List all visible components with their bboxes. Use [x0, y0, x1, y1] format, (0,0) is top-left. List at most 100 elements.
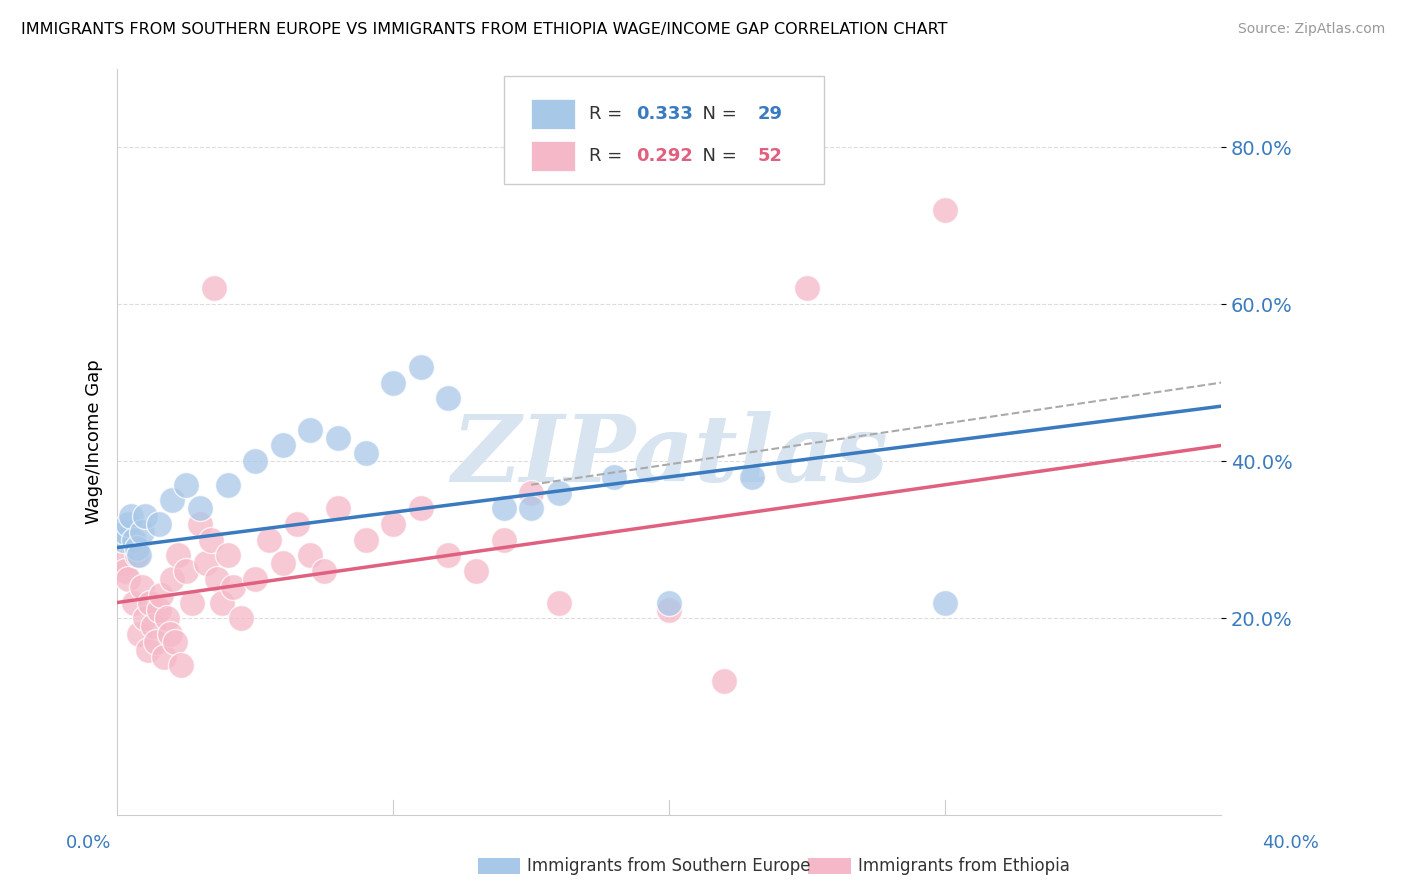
- Point: [382, 516, 405, 531]
- Point: [159, 627, 181, 641]
- Point: [128, 627, 150, 641]
- Point: [150, 588, 173, 602]
- Point: [167, 549, 190, 563]
- Text: 40.0%: 40.0%: [1263, 834, 1319, 852]
- Point: [153, 650, 176, 665]
- Point: [437, 549, 460, 563]
- Point: [188, 516, 211, 531]
- Point: [148, 516, 170, 531]
- Text: Immigrants from Ethiopia: Immigrants from Ethiopia: [858, 857, 1070, 875]
- Point: [131, 524, 153, 539]
- Point: [934, 202, 956, 217]
- Point: [156, 611, 179, 625]
- Point: [326, 431, 349, 445]
- Text: Immigrants from Southern Europe: Immigrants from Southern Europe: [527, 857, 811, 875]
- Point: [136, 642, 159, 657]
- Text: N =: N =: [692, 147, 742, 165]
- Point: [162, 572, 184, 586]
- Point: [382, 376, 405, 390]
- Point: [169, 658, 191, 673]
- Text: R =: R =: [589, 105, 627, 123]
- Point: [145, 634, 167, 648]
- Point: [200, 533, 222, 547]
- Point: [174, 564, 197, 578]
- Point: [314, 564, 336, 578]
- Point: [520, 501, 543, 516]
- Point: [326, 501, 349, 516]
- Point: [114, 564, 136, 578]
- Point: [194, 556, 217, 570]
- Point: [148, 603, 170, 617]
- Text: IMMIGRANTS FROM SOUTHERN EUROPE VS IMMIGRANTS FROM ETHIOPIA WAGE/INCOME GAP CORR: IMMIGRANTS FROM SOUTHERN EUROPE VS IMMIG…: [21, 22, 948, 37]
- Point: [741, 470, 763, 484]
- Text: 29: 29: [758, 105, 783, 123]
- Point: [134, 509, 156, 524]
- Point: [180, 595, 202, 609]
- Point: [120, 509, 142, 524]
- Point: [603, 470, 626, 484]
- Point: [243, 572, 266, 586]
- Text: 0.292: 0.292: [636, 147, 693, 165]
- Text: Source: ZipAtlas.com: Source: ZipAtlas.com: [1237, 22, 1385, 37]
- Text: 0.333: 0.333: [636, 105, 693, 123]
- Point: [122, 595, 145, 609]
- Point: [122, 533, 145, 547]
- Y-axis label: Wage/Income Gap: Wage/Income Gap: [86, 359, 103, 524]
- Point: [111, 556, 134, 570]
- Point: [299, 549, 322, 563]
- Point: [437, 392, 460, 406]
- Point: [117, 516, 139, 531]
- Point: [257, 533, 280, 547]
- Point: [409, 501, 432, 516]
- Point: [142, 619, 165, 633]
- Point: [205, 572, 228, 586]
- Point: [465, 564, 488, 578]
- Point: [165, 634, 187, 648]
- Point: [409, 359, 432, 374]
- Point: [125, 549, 148, 563]
- FancyBboxPatch shape: [531, 141, 575, 171]
- Point: [658, 603, 681, 617]
- Point: [285, 516, 308, 531]
- Point: [354, 533, 377, 547]
- Point: [520, 485, 543, 500]
- Point: [547, 595, 569, 609]
- Point: [658, 595, 681, 609]
- Point: [117, 572, 139, 586]
- FancyBboxPatch shape: [503, 76, 824, 184]
- Point: [713, 674, 735, 689]
- Point: [271, 556, 294, 570]
- Point: [231, 611, 253, 625]
- Point: [243, 454, 266, 468]
- Point: [299, 423, 322, 437]
- Point: [120, 533, 142, 547]
- Text: R =: R =: [589, 147, 627, 165]
- Point: [796, 281, 818, 295]
- FancyBboxPatch shape: [531, 99, 575, 129]
- Point: [188, 501, 211, 516]
- Point: [217, 477, 239, 491]
- Point: [271, 438, 294, 452]
- Point: [128, 549, 150, 563]
- Point: [174, 477, 197, 491]
- Text: N =: N =: [692, 105, 742, 123]
- Point: [934, 595, 956, 609]
- Text: 0.0%: 0.0%: [66, 834, 111, 852]
- Point: [111, 533, 134, 547]
- Point: [547, 485, 569, 500]
- Point: [217, 549, 239, 563]
- Point: [134, 611, 156, 625]
- Point: [125, 541, 148, 555]
- Point: [211, 595, 233, 609]
- Point: [492, 533, 515, 547]
- Point: [162, 493, 184, 508]
- Point: [131, 580, 153, 594]
- Point: [202, 281, 225, 295]
- Point: [222, 580, 245, 594]
- Point: [354, 446, 377, 460]
- Point: [114, 524, 136, 539]
- Point: [139, 595, 162, 609]
- Text: ZIPatlas: ZIPatlas: [451, 411, 887, 501]
- Point: [492, 501, 515, 516]
- Text: 52: 52: [758, 147, 783, 165]
